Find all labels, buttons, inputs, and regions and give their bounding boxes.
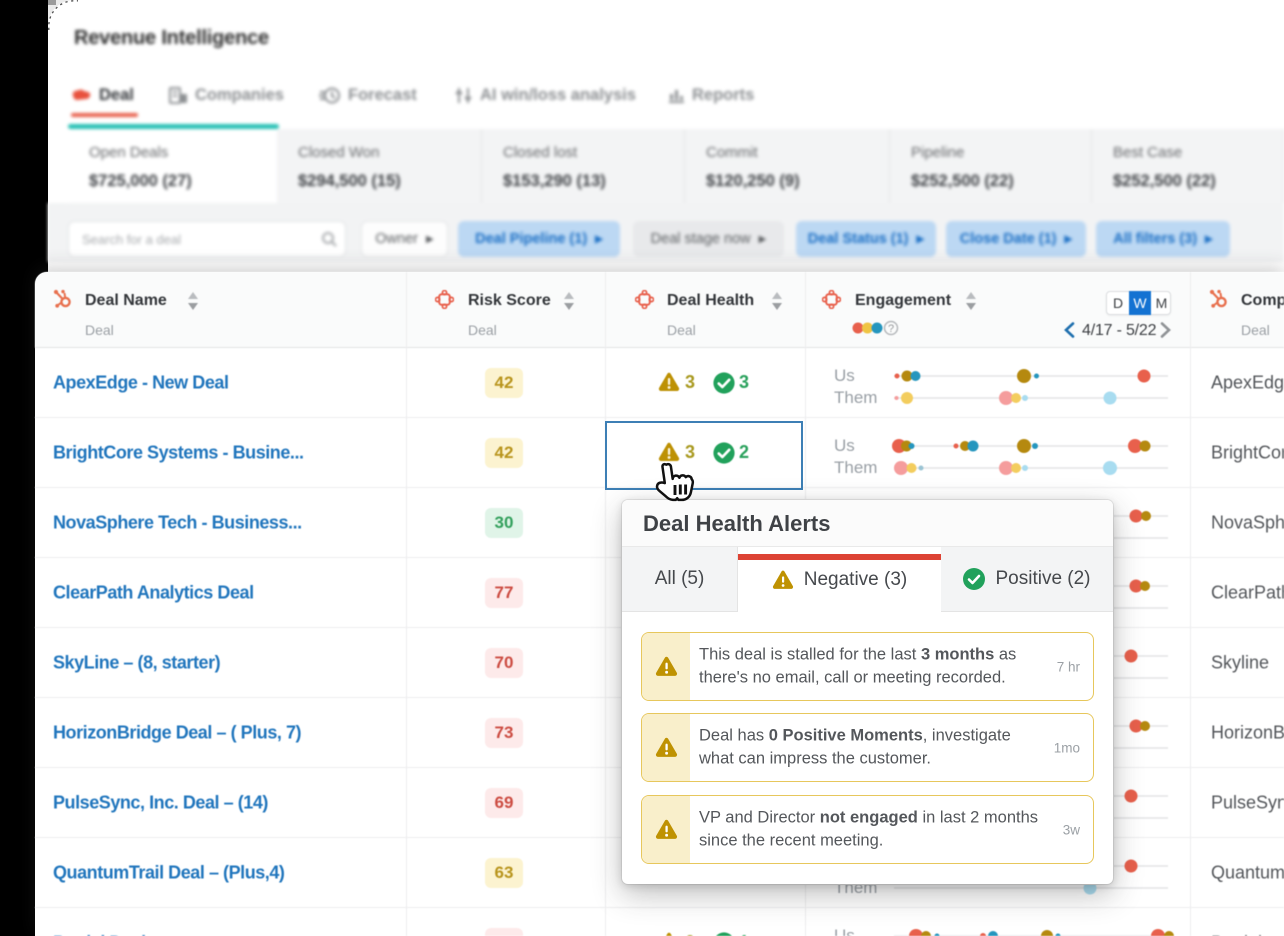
svg-text:?: ?: [888, 323, 894, 335]
